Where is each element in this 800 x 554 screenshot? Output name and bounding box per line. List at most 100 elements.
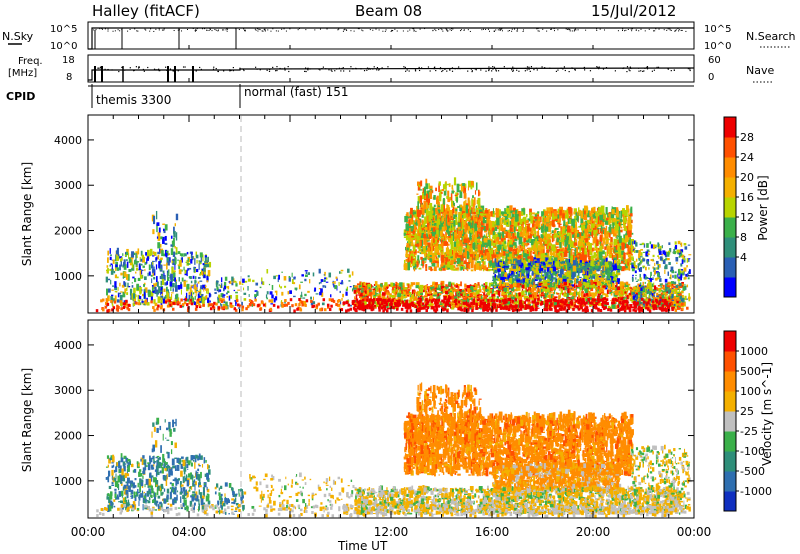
data-cell (171, 267, 174, 274)
data-cell (533, 243, 538, 252)
data-cell (323, 279, 326, 283)
data-cell (227, 304, 229, 310)
data-cell (164, 224, 168, 231)
data-cell (429, 250, 433, 257)
data-cell (235, 301, 237, 306)
data-cell (512, 248, 517, 252)
data-cell (519, 211, 524, 216)
data-cell (533, 273, 536, 278)
data-cell (418, 246, 421, 252)
data-cell (470, 262, 474, 269)
data-cell (525, 283, 530, 288)
data-cell (228, 295, 231, 301)
data-cell (474, 254, 477, 256)
data-cell (629, 294, 633, 297)
data-cell (194, 279, 196, 287)
data-cell (452, 204, 455, 214)
nsearch-tick-bottom: 10^0 (704, 41, 731, 52)
data-cell (507, 273, 511, 279)
data-cell (575, 254, 579, 260)
data-cell (580, 218, 584, 224)
data-cell (186, 280, 188, 283)
data-cell (198, 260, 200, 263)
data-cell (583, 233, 585, 237)
data-cell (417, 196, 420, 204)
data-cell (511, 274, 514, 277)
data-cell (243, 292, 247, 295)
data-cell (627, 237, 631, 245)
data-cell (315, 293, 319, 295)
data-cell (604, 262, 609, 267)
data-cell (143, 282, 146, 286)
data-cell (163, 264, 166, 266)
data-cell (514, 278, 518, 281)
data-cell (422, 265, 424, 269)
data-cell (524, 273, 526, 276)
data-cell (159, 290, 163, 292)
data-cell (420, 256, 423, 260)
data-cell (513, 258, 517, 263)
data-cell (526, 269, 528, 274)
data-cell (490, 211, 493, 217)
data-cell (536, 277, 539, 279)
data-cell (566, 258, 569, 263)
data-cell (165, 252, 168, 258)
data-cell (425, 193, 429, 203)
data-cell (464, 248, 467, 256)
data-cell (155, 257, 158, 261)
data-cell (446, 214, 449, 218)
data-cell (493, 287, 498, 289)
data-cell (601, 273, 603, 278)
data-cell (601, 227, 605, 229)
data-cell (508, 247, 513, 252)
data-cell (578, 276, 582, 279)
data-cell (436, 211, 439, 220)
data-cell (595, 239, 599, 247)
data-cell (172, 283, 175, 288)
data-cell (546, 273, 549, 277)
data-cell (587, 249, 590, 258)
data-cell (143, 291, 146, 299)
data-cell (554, 233, 558, 238)
date-title: 15/Jul/2012 (591, 2, 676, 20)
data-cell (492, 234, 497, 239)
data-cell (278, 274, 280, 280)
cpid-panel: CPID themis 3300 normal (fast) 151 (6, 84, 694, 108)
data-cell (502, 211, 506, 216)
data-cell (146, 302, 150, 306)
data-cell (565, 261, 567, 264)
data-cell (559, 251, 564, 254)
data-cell (468, 263, 471, 270)
data-cell (497, 257, 501, 259)
data-cell (606, 282, 609, 286)
data-cell (247, 278, 251, 282)
data-cell (511, 278, 514, 282)
data-cell (492, 262, 496, 268)
data-cell (147, 249, 150, 257)
data-cell (155, 276, 158, 283)
data-cell (507, 260, 511, 265)
data-cell (522, 221, 524, 229)
data-cell (565, 276, 570, 282)
data-cell (429, 202, 433, 211)
data-cell (141, 269, 144, 271)
data-cell (221, 304, 223, 309)
data-cell (574, 255, 576, 262)
data-cell (152, 290, 155, 293)
data-cell (152, 272, 154, 277)
data-cell (621, 250, 625, 255)
data-cell (574, 239, 578, 246)
data-cell (489, 227, 493, 235)
data-cell (551, 230, 554, 234)
data-cell (459, 262, 461, 271)
data-cell (429, 230, 433, 232)
data-cell (320, 279, 324, 282)
data-cell (191, 255, 194, 261)
data-cell (208, 261, 212, 268)
data-cell (124, 282, 127, 287)
data-cell (602, 213, 604, 215)
data-cell (254, 294, 257, 298)
data-cell (544, 210, 549, 216)
data-cell (440, 204, 444, 212)
data-cell (458, 250, 463, 256)
